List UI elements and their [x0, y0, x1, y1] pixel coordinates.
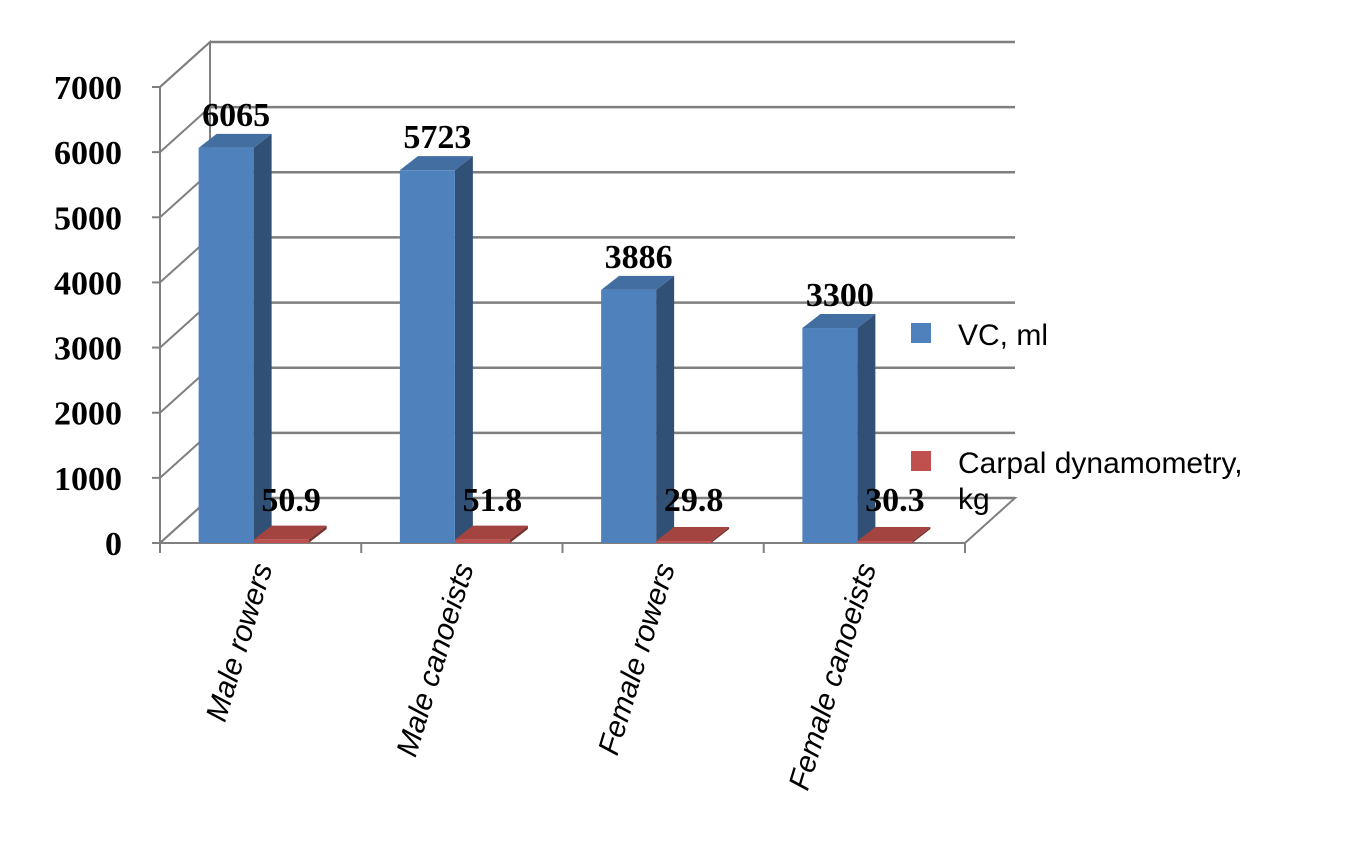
x-tick-label: Male canoeists — [391, 559, 481, 760]
legend-item: VC, ml — [911, 319, 1048, 352]
data-label: 3300 — [806, 277, 874, 314]
bar-side — [711, 527, 730, 543]
chart-walls — [157, 39, 1018, 544]
y-tick-label: 4000 — [54, 265, 122, 302]
bar-carpal-2 — [656, 527, 730, 543]
x-axis-labels: Male rowers Male canoeists Female rowers Fe… — [200, 559, 883, 793]
x-tick-label: Male rowers — [200, 559, 279, 725]
y-tick-label: 7000 — [54, 70, 122, 107]
bar-front — [399, 170, 455, 543]
bar-vc-2 — [601, 275, 675, 543]
y-tick-label: 5000 — [54, 200, 122, 237]
y-axis-ticks: 0 1000 2000 3000 4000 5000 6000 7000 — [54, 70, 160, 563]
data-label: 6065 — [202, 97, 270, 134]
bar-front — [802, 328, 858, 543]
data-label: 51.8 — [463, 482, 523, 519]
bar-carpal-0 — [253, 525, 327, 543]
bar-front — [253, 539, 309, 543]
bar-carpal-3 — [857, 527, 931, 543]
bar-front — [454, 539, 510, 543]
bar-side — [253, 133, 272, 543]
bar-side — [308, 525, 327, 543]
bar-side — [912, 527, 931, 543]
bar-side — [857, 314, 876, 543]
y-tick-label: 6000 — [54, 135, 122, 172]
bar-top — [198, 133, 272, 148]
bar-top — [802, 314, 876, 329]
legend-item: Carpal dynamometry, kg — [911, 447, 1243, 516]
bar-side — [509, 525, 528, 543]
bar-side — [656, 275, 675, 543]
data-label: 30.3 — [865, 482, 925, 519]
bar-top — [399, 156, 473, 171]
legend: VC, ml Carpal dynamometry, kg — [911, 319, 1243, 516]
data-label: 3886 — [605, 239, 673, 276]
legend-swatch — [911, 451, 931, 471]
bar-front — [601, 289, 657, 543]
bar-top — [253, 525, 327, 540]
y-tick-label: 3000 — [54, 331, 122, 368]
data-label: 29.8 — [664, 482, 724, 519]
bar-top — [656, 527, 730, 542]
bars — [198, 133, 931, 543]
y-tick-label: 2000 — [54, 396, 122, 433]
bar-top — [601, 275, 675, 290]
x-tick-label: Female canoeists — [783, 559, 883, 793]
legend-label: Carpal dynamometry, kg — [958, 447, 1243, 516]
bar-top — [454, 525, 528, 540]
data-label: 5723 — [403, 119, 471, 156]
y-tick-label: 1000 — [54, 461, 122, 498]
data-labels: 6065 50.9 5723 51.8 3886 29.8 3300 30.3 — [202, 97, 925, 519]
data-label: 50.9 — [261, 482, 321, 519]
legend-label: VC, ml — [958, 319, 1048, 352]
bar-front — [857, 541, 913, 543]
bar-vc-1 — [399, 156, 473, 543]
x-tick-label: Female rowers — [592, 559, 682, 758]
bar-side — [454, 156, 473, 543]
gridline-side — [159, 106, 211, 153]
bar-carpal-1 — [454, 525, 528, 543]
legend-swatch — [911, 323, 931, 343]
gridline-side — [159, 41, 211, 88]
gridlines — [159, 40, 1015, 544]
bar-vc-3 — [802, 314, 876, 543]
bar-front — [656, 541, 712, 543]
bar-front — [198, 147, 254, 543]
bar-top — [857, 527, 931, 542]
bar-vc-0 — [198, 133, 272, 543]
y-tick-label: 0 — [105, 526, 122, 563]
